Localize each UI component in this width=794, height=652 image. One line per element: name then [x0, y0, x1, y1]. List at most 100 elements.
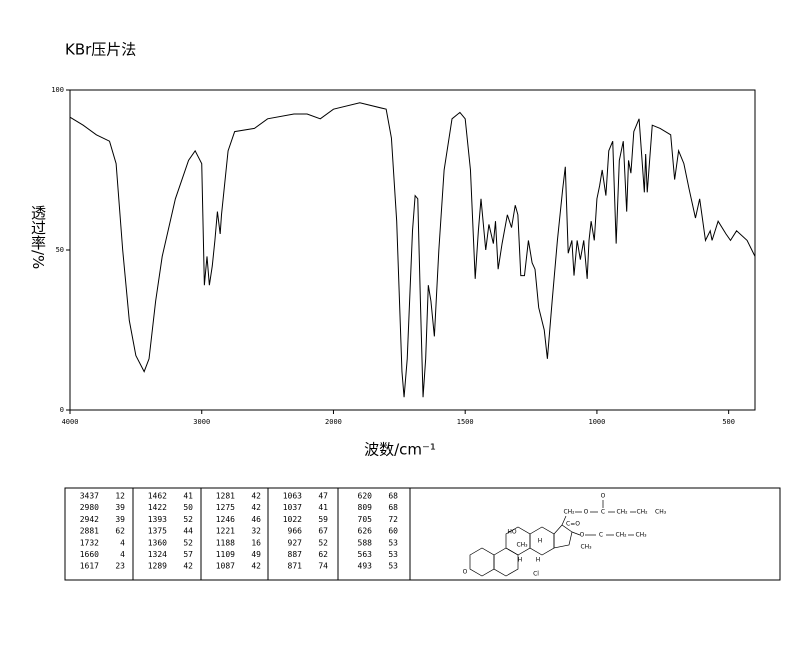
structure [469, 500, 636, 577]
table-cell: 52 [318, 538, 328, 547]
y-tick-label: 0 [60, 406, 64, 414]
atom-label: CH₃ [516, 542, 528, 549]
table-cell: 47 [318, 492, 328, 501]
y-tick-label: 50 [56, 246, 64, 254]
table-cell: 1289 [148, 562, 167, 571]
table-cell: 53 [388, 562, 398, 571]
table-cell: 42 [251, 503, 261, 512]
table-cell: 1360 [148, 538, 167, 547]
table-cell: 23 [115, 562, 125, 571]
bond [571, 531, 581, 536]
table-cell: 68 [388, 492, 398, 501]
table-cell: 927 [288, 538, 303, 547]
ring [469, 547, 495, 577]
table-cell: 12 [115, 492, 125, 501]
table-cell: 74 [318, 562, 328, 571]
table-cell: 1462 [148, 492, 167, 501]
atom-label: HO [507, 529, 517, 536]
table-cell: 62 [318, 550, 328, 559]
atom-label: H [518, 557, 523, 564]
atom-label: O [584, 509, 589, 516]
table-cell: 705 [358, 515, 373, 524]
table-cell: 1660 [80, 550, 99, 559]
x-tick-label: 3000 [193, 418, 210, 426]
table-cell: 2942 [80, 515, 99, 524]
table-cell: 1221 [216, 527, 235, 536]
table-cell: 1087 [216, 562, 235, 571]
table-cell: 1022 [283, 515, 302, 524]
table-frame [64, 487, 781, 581]
table-cell: 1281 [216, 492, 235, 501]
table-cell: 41 [318, 503, 328, 512]
table-cell: 1109 [216, 550, 235, 559]
table-cell: 1188 [216, 538, 235, 547]
table-cell: 809 [358, 503, 373, 512]
table-cell: 1422 [148, 503, 167, 512]
x-tick-label: 1000 [588, 418, 605, 426]
atom-label: O [580, 532, 585, 539]
atom-label: CH₃ [655, 509, 667, 516]
table-cell: 52 [183, 515, 193, 524]
chart-title: KBr压片法 [65, 41, 136, 59]
x-tick-label: 4000 [62, 418, 79, 426]
table-cell: 871 [288, 562, 303, 571]
y-tick-label: 100 [51, 86, 64, 94]
table-cell: 59 [318, 515, 328, 524]
x-axis-label: 波数/cm⁻¹ [364, 441, 436, 459]
table-cell: 49 [251, 550, 261, 559]
atom-label: CH₃ [580, 544, 592, 551]
table-cell: 966 [288, 527, 303, 536]
table-cell: 50 [183, 503, 193, 512]
table-cell: 44 [183, 527, 193, 536]
ring [493, 547, 519, 577]
table-cell: 4 [120, 550, 125, 559]
plot-frame [69, 89, 756, 411]
table-cell: 620 [358, 492, 373, 501]
atom-label: CH₃ [635, 532, 647, 539]
table-cell: 1393 [148, 515, 167, 524]
table-cell: 4 [120, 538, 125, 547]
table-cell: 46 [251, 515, 261, 524]
atom-label: CH₂ [615, 532, 627, 539]
table-cell: 2980 [80, 503, 99, 512]
table-cell: 588 [358, 538, 373, 547]
structure-labels: O CH₂ O C CH₂ CH₂ CH₃ C=O O C CH₂ CH₃ HO… [463, 493, 667, 578]
table-cell: 1732 [80, 538, 99, 547]
table-cell: 72 [388, 515, 398, 524]
table-cell: 563 [358, 550, 373, 559]
table-cell: 1246 [216, 515, 235, 524]
table-cell: 1617 [80, 562, 99, 571]
table-cell: 626 [358, 527, 373, 536]
x-tick-label: 2000 [325, 418, 342, 426]
table-cell: 2881 [80, 527, 99, 536]
table-cell: 39 [115, 503, 125, 512]
table-cell: 1275 [216, 503, 235, 512]
table-cell: 60 [388, 527, 398, 536]
atom-label: C [601, 509, 605, 516]
table-cell: 52 [183, 538, 193, 547]
table-cell: 1037 [283, 503, 302, 512]
atom-label: O [601, 493, 606, 500]
x-tick-label: 500 [722, 418, 735, 426]
table-cell: 67 [318, 527, 328, 536]
atom-label: CH₂ [636, 509, 648, 516]
atom-label: Cl [533, 571, 539, 578]
atom-label: CH₂ [616, 509, 628, 516]
table-cell: 1375 [148, 527, 167, 536]
peak-table: 3437 12 1462 41 1281 42 1063 47 620 68 2980 39 1422 5… [64, 487, 781, 581]
table-cell: 53 [388, 550, 398, 559]
atom-label: C [599, 532, 603, 539]
table-cell: 39 [115, 515, 125, 524]
table-cell: 42 [251, 562, 261, 571]
table-cell: 493 [358, 562, 373, 571]
atom-label: CH₂ [563, 509, 575, 516]
table-cell: 41 [183, 492, 193, 501]
table-cell: 42 [183, 562, 193, 571]
y-axis-label: 透过率/% [29, 205, 47, 269]
atom-label: H [538, 538, 543, 545]
atom-label: O [463, 569, 468, 576]
atom-label: H [536, 557, 541, 564]
table-cell: 68 [388, 503, 398, 512]
table-cell: 1063 [283, 492, 302, 501]
